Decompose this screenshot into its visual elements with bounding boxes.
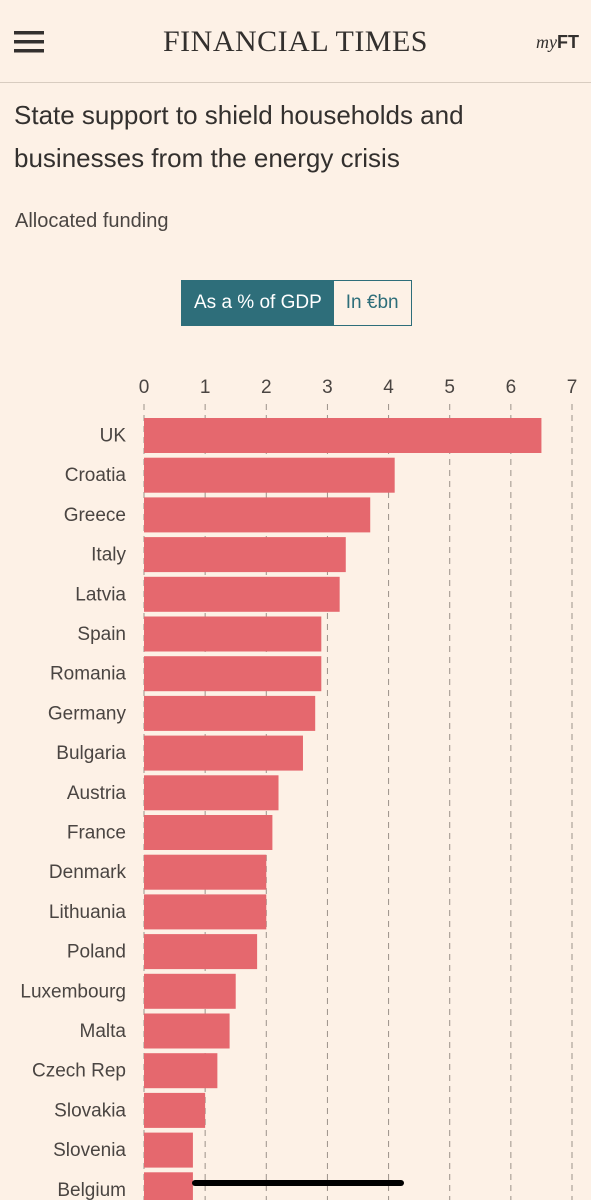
y-tick-label: Belgium bbox=[57, 1180, 126, 1200]
y-tick-label: Luxembourg bbox=[20, 981, 126, 1002]
y-tick-label: UK bbox=[100, 426, 127, 447]
y-tick-label: Greece bbox=[64, 505, 126, 526]
y-tick-label: Italy bbox=[91, 545, 126, 566]
x-tick-label: 0 bbox=[139, 377, 150, 398]
bar bbox=[144, 1053, 218, 1089]
bar bbox=[144, 497, 371, 533]
chart-title: State support to shield households and b… bbox=[14, 100, 464, 173]
bar bbox=[144, 1013, 230, 1049]
y-tick-label: Denmark bbox=[49, 862, 127, 883]
y-tick-label: France bbox=[67, 823, 126, 844]
bar bbox=[144, 695, 316, 731]
x-tick-label: 5 bbox=[444, 377, 455, 398]
bar bbox=[144, 537, 346, 573]
bar bbox=[144, 616, 322, 652]
bar bbox=[144, 973, 236, 1009]
bar bbox=[144, 418, 542, 453]
bar bbox=[144, 1132, 193, 1168]
x-tick-label: 3 bbox=[322, 377, 333, 398]
account-prefix: my bbox=[536, 32, 557, 52]
bar bbox=[144, 656, 322, 692]
y-tick-label: Romania bbox=[50, 664, 126, 685]
bar bbox=[144, 854, 267, 890]
chart-subtitle: Allocated funding bbox=[15, 210, 169, 232]
chart: 0 1 2 3 4 5 6 7 UK Croatia Greece Italy Latvia Spain R… bbox=[20, 377, 578, 1200]
x-tick-label: 2 bbox=[261, 377, 272, 398]
menu-icon[interactable] bbox=[14, 31, 44, 53]
home-indicator bbox=[192, 1180, 404, 1186]
toggle-option[interactable]: As a % of GDP bbox=[182, 281, 334, 325]
x-tick-label: 1 bbox=[200, 377, 211, 398]
toggle: As a % of GDP In €bn bbox=[181, 280, 412, 326]
y-tick-label: Croatia bbox=[65, 465, 127, 486]
y-tick-label: Slovakia bbox=[54, 1100, 126, 1121]
y-tick-label: Latvia bbox=[75, 584, 126, 605]
bar bbox=[144, 576, 340, 612]
bar bbox=[144, 1092, 206, 1128]
y-tick-label: Slovenia bbox=[53, 1140, 126, 1161]
brand[interactable]: FINANCIAL TIMES bbox=[162, 25, 428, 58]
y-tick-label: Bulgaria bbox=[56, 743, 126, 764]
myft-link[interactable]: myFT bbox=[536, 32, 579, 53]
y-tick-label: Austria bbox=[67, 783, 127, 804]
account-suffix: FT bbox=[557, 32, 579, 52]
y-tick-label: Lithuania bbox=[49, 902, 127, 923]
bar bbox=[144, 735, 303, 771]
x-tick-label: 4 bbox=[383, 377, 394, 398]
bar bbox=[144, 775, 279, 811]
y-tick-label: Spain bbox=[77, 624, 126, 645]
toggle-option[interactable]: In €bn bbox=[333, 281, 411, 325]
y-tick-label: Czech Rep bbox=[32, 1061, 126, 1082]
y-tick-label: Malta bbox=[80, 1021, 127, 1042]
x-tick-label: 7 bbox=[567, 377, 578, 398]
bar bbox=[144, 894, 267, 930]
y-tick-label: Poland bbox=[67, 942, 126, 963]
bar bbox=[144, 1172, 193, 1200]
bar bbox=[144, 934, 258, 970]
y-tick-label: Germany bbox=[48, 703, 127, 724]
header: FINANCIAL TIMES myFT bbox=[0, 0, 591, 83]
x-tick-label: 6 bbox=[506, 377, 517, 398]
bar bbox=[144, 815, 273, 850]
bar bbox=[144, 457, 395, 493]
